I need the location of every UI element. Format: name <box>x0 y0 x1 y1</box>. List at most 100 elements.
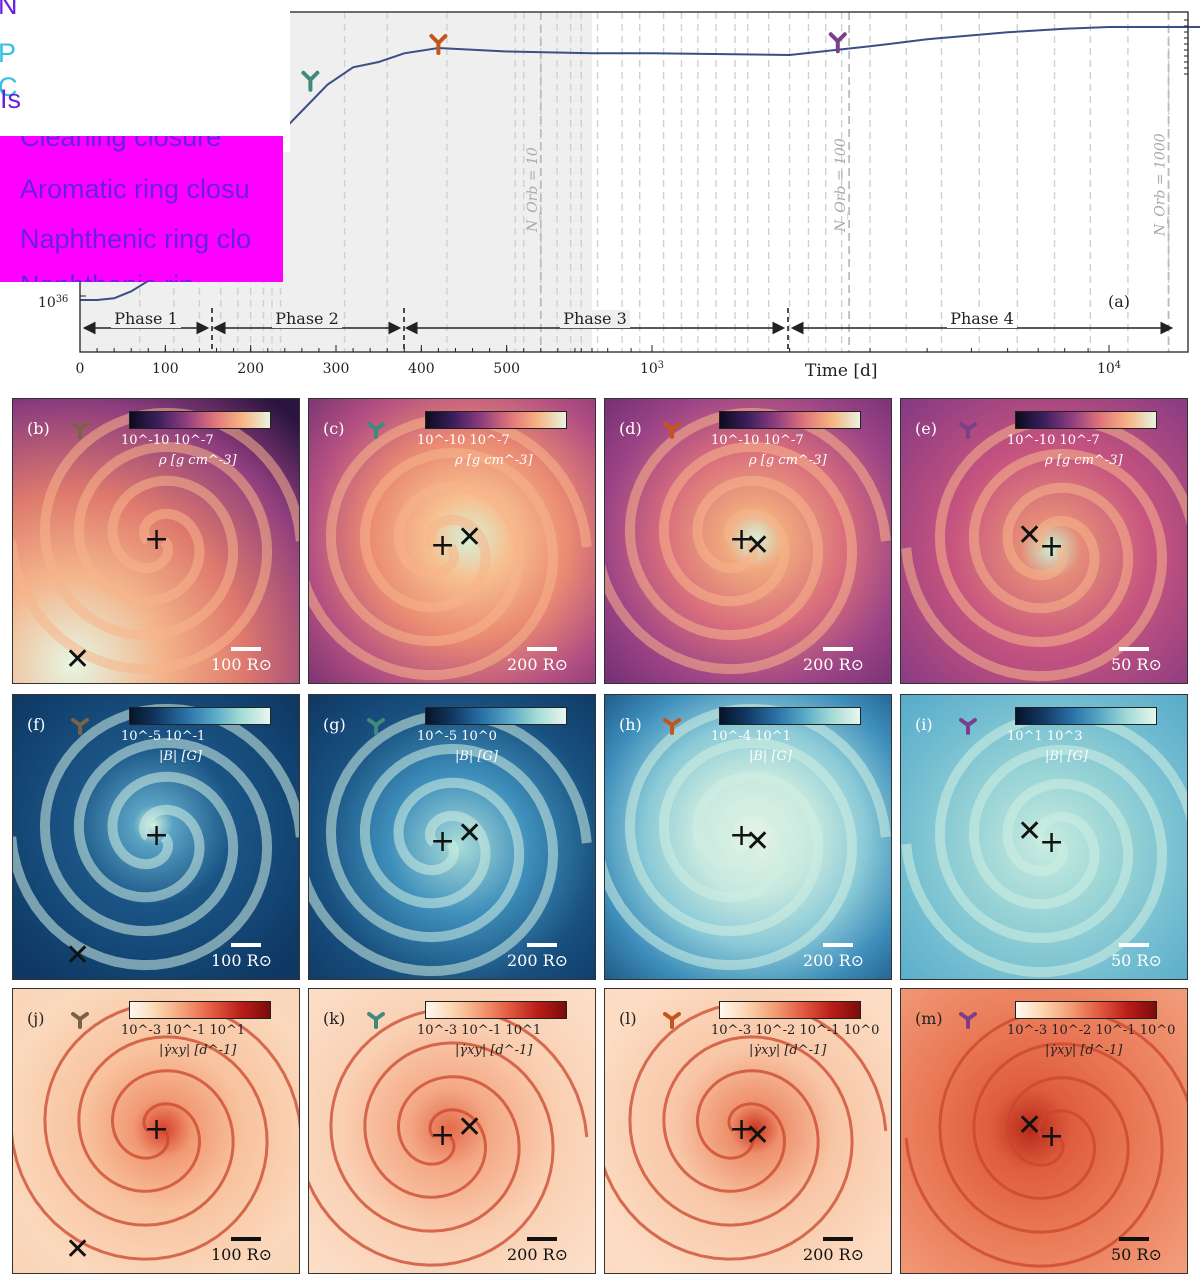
panel-label: (j) <box>27 1009 45 1028</box>
colorbar-ticks: 10^1 10^3 <box>1007 729 1083 744</box>
spiral-structure <box>605 703 891 971</box>
spiral-arm <box>605 441 858 675</box>
scale-bar <box>527 647 557 651</box>
primary-star-plus-icon: + <box>144 818 170 853</box>
colorbar-ticks: 10^-3 10^-1 10^1 <box>417 1023 542 1038</box>
x-tick-label: 104 <box>1097 360 1121 378</box>
spiral-structure <box>13 1001 299 1261</box>
panel-k: (k) 10^-3 10^-1 10^1 |γ̇xy| [d^-1] 200 R⊙ + ✕ <box>308 988 596 1274</box>
spiral-arm <box>309 447 559 681</box>
panel-d: (d) 10^-10 10^-7 ρ [g cm^-3] 200 R⊙ + ✕ <box>604 398 892 684</box>
primary-star-plus-icon: + <box>430 528 456 563</box>
primary-star-plus-icon: + <box>430 1118 456 1153</box>
colorbar-ticks: 10^-3 10^-2 10^-1 10^0 <box>1007 1023 1176 1038</box>
colorbar-ticks: 10^-10 10^-7 <box>121 433 214 448</box>
colorbar <box>425 1001 567 1019</box>
x-tick-label: 100 <box>152 361 179 377</box>
snapshot-marker-icon <box>367 718 385 735</box>
spiral-arm <box>329 1007 589 1233</box>
scale-bar <box>231 647 261 651</box>
phase-label: Phase 1 <box>114 309 178 328</box>
scale-bar <box>527 943 557 947</box>
snapshot-marker-icon <box>663 422 681 439</box>
x-tick-label: 400 <box>408 361 435 377</box>
panel-label: (m) <box>915 1009 943 1028</box>
phase-label: Phase 3 <box>563 309 627 328</box>
spiral-arm <box>934 414 1187 648</box>
scale-label: 200 R⊙ <box>803 951 865 970</box>
primary-star-plus-icon: + <box>1039 1119 1065 1154</box>
colorbar-ticks: 10^-5 10^0 <box>417 729 497 744</box>
norb-annotation: N_Orb = 100 <box>833 138 849 233</box>
companion-cross-icon: ✕ <box>65 642 91 677</box>
scale-label: 200 R⊙ <box>803 655 865 674</box>
primary-star-plus-icon: + <box>1039 825 1065 860</box>
spiral-structure <box>13 703 299 971</box>
spiral-arm <box>13 1035 269 1261</box>
spiral-arm <box>938 1008 1187 1234</box>
panel-g: (g) 10^-5 10^0 |B| [G] 200 R⊙ + ✕ <box>308 694 596 980</box>
x-tick-label: 500 <box>493 361 520 377</box>
colorbar <box>129 707 271 725</box>
x-tick-label: 0 <box>76 361 85 377</box>
snapshot-marker-icon <box>367 1012 385 1029</box>
colorbar <box>1015 411 1157 429</box>
panel-label: (g) <box>323 715 346 734</box>
colorbar-label: |B| [G] <box>159 749 202 764</box>
scale-bar <box>527 1237 557 1241</box>
primary-star-plus-icon: + <box>729 522 755 557</box>
colorbar-label: |γ̇xy| [d^-1] <box>455 1043 533 1058</box>
panel-label: (f) <box>27 715 46 734</box>
spiral-arm <box>624 407 891 641</box>
phase-label-bg <box>560 310 630 328</box>
marker-c <box>301 70 320 92</box>
x-tick-label: 300 <box>323 361 350 377</box>
companion-cross-icon: ✕ <box>1017 814 1043 849</box>
spiral-arm <box>39 407 299 641</box>
time-evolution-chart: N_Orb = 10 N_Orb = 100 N_Orb = 1000 0 100 200… <box>38 11 1200 381</box>
scale-bar <box>823 647 853 651</box>
colorbar-label: ρ [g cm^-3] <box>159 453 237 468</box>
colorbar-ticks: 10^-3 10^-2 10^-1 10^0 <box>711 1023 880 1038</box>
companion-cross-icon: ✕ <box>1017 518 1043 553</box>
scale-label: 50 R⊙ <box>1111 655 1162 674</box>
spiral-arm <box>624 703 891 937</box>
colorbar-ticks: 10^-5 10^-1 <box>121 729 206 744</box>
snapshot-marker-icon <box>71 1012 89 1029</box>
chart-series <box>80 26 1200 301</box>
spiral-arm <box>325 413 592 647</box>
norb-annotation: N_Orb = 1000 <box>1153 133 1169 237</box>
snapshot-marker-icon <box>71 422 89 439</box>
scale-bar <box>1119 943 1149 947</box>
snapshot-marker-icon <box>959 422 977 439</box>
snapshot-panels: (b) 10^-10 10^-7 ρ [g cm^-3] 100 R⊙ + ✕ (c) 10^… <box>0 398 1200 1288</box>
companion-cross-icon: ✕ <box>1017 1108 1043 1143</box>
series-line <box>80 26 1200 301</box>
colorbar-ticks: 10^-10 10^-7 <box>417 433 510 448</box>
colorbar <box>719 411 861 429</box>
panel-f: (f) 10^-5 10^-1 |B| [G] 100 R⊙ + ✕ <box>12 694 300 980</box>
spiral-structure <box>309 1007 589 1267</box>
primary-star-plus-icon: + <box>729 818 755 853</box>
x-axis-label: Time [d] <box>805 361 878 381</box>
phase-label: Phase 4 <box>950 309 1014 328</box>
colorbar <box>129 1001 271 1019</box>
x-tick-label: 103 <box>640 360 664 378</box>
colorbar-label: ρ [g cm^-3] <box>455 453 533 468</box>
spiral-structure <box>901 710 1187 978</box>
scale-bar <box>823 1237 853 1241</box>
scale-label: 100 R⊙ <box>211 655 273 674</box>
panel-label: (c) <box>323 419 345 438</box>
marker-d <box>429 34 448 55</box>
spiral-arm <box>325 709 592 943</box>
colorbar-ticks: 10^-4 10^1 <box>711 729 791 744</box>
panel-b: (b) 10^-10 10^-7 ρ [g cm^-3] 100 R⊙ + ✕ <box>12 398 300 684</box>
primary-star-plus-icon: + <box>430 824 456 859</box>
colorbar <box>719 707 861 725</box>
spiral-arm <box>43 1001 299 1227</box>
spiral-arm <box>309 1041 555 1267</box>
colorbar <box>425 411 567 429</box>
primary-star-plus-icon: + <box>144 522 170 557</box>
phase-label: Phase 2 <box>275 309 339 328</box>
y-tick-label: 1036 <box>38 294 68 312</box>
